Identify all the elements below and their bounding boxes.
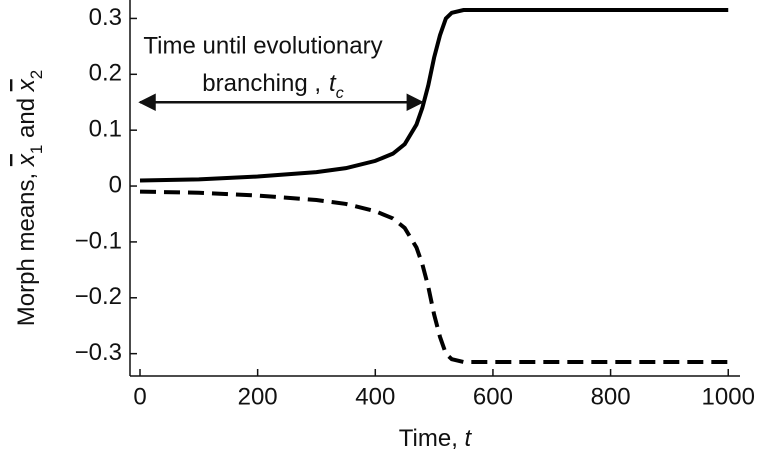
- y-tick-label: 0: [109, 171, 122, 198]
- annotation-line: Time until evolutionary: [143, 32, 382, 59]
- y-axis-label-part: x: [13, 153, 40, 167]
- series-line: [139, 8, 729, 183]
- y-tick-label: 0.3: [89, 4, 122, 31]
- y-axis-label-part: and: [13, 91, 40, 144]
- y-tick-label: −0.3: [75, 339, 122, 366]
- annotation-symbol: t: [329, 70, 337, 97]
- y-axis-label-part: Morph means,: [13, 166, 40, 326]
- y-axis-label-part: 1: [27, 145, 46, 154]
- x-axis-label-part: t: [465, 425, 473, 452]
- y-axis-label-part: x: [13, 78, 40, 92]
- y-tick-label: 0.1: [89, 116, 122, 143]
- y-tick-label: 0.2: [89, 60, 122, 87]
- x-tick-label: 1000: [702, 383, 755, 410]
- x-tick-label: 600: [473, 383, 513, 410]
- y-tick-label: −0.2: [75, 283, 122, 310]
- x-tick-label: 200: [238, 383, 278, 410]
- series-line: [139, 189, 729, 365]
- x-axis-label-part: Time,: [399, 425, 465, 452]
- annotation-line: branching , tc: [202, 70, 343, 101]
- y-axis-label: Morph means, x1 and x2: [13, 70, 46, 326]
- x-tick-label: 400: [355, 383, 395, 410]
- x-tick-label: 0: [133, 383, 146, 410]
- annotation-text: branching ,: [202, 70, 321, 97]
- annotation-subscript: c: [336, 85, 344, 102]
- y-axis-label-part: 2: [27, 70, 46, 79]
- y-tick-label: −0.1: [75, 227, 122, 254]
- x-axis-label: Time, t: [399, 425, 473, 452]
- x-tick-label: 800: [591, 383, 631, 410]
